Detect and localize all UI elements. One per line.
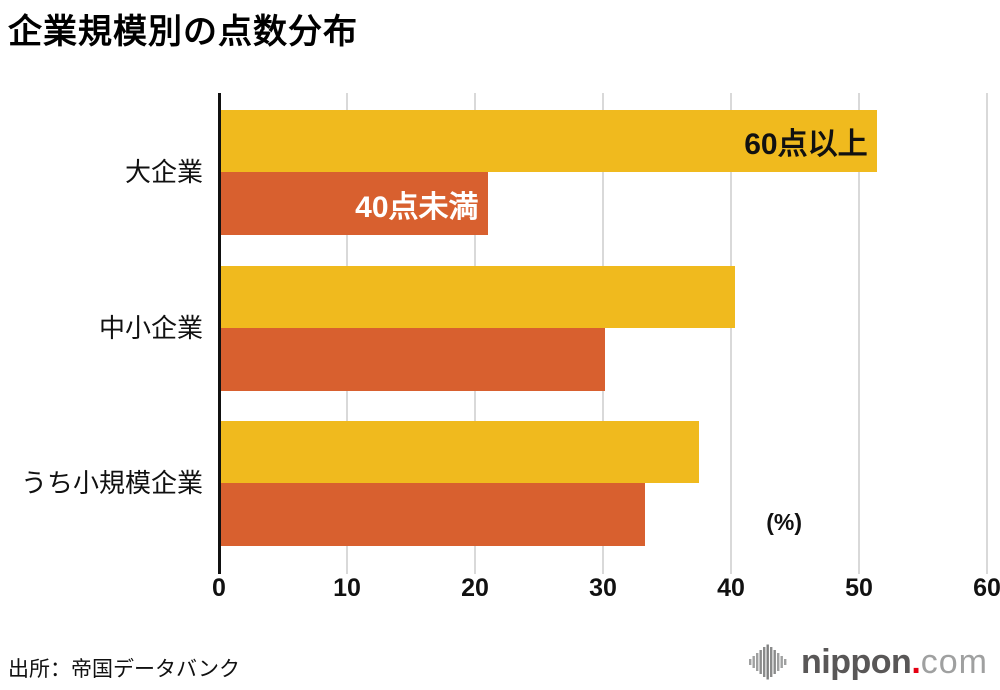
source-note: 出所：帝国データバンク: [8, 658, 241, 681]
chart-title: 企業規模別の点数分布: [8, 13, 358, 51]
logo-name: nippon: [801, 643, 912, 681]
category-label-中小企業: 中小企業: [98, 313, 203, 343]
bar-中小企業-40点未満: [220, 328, 606, 391]
bar-大企業-60点以上: 60点以上: [220, 110, 877, 172]
gridline-x-60: [986, 93, 988, 574]
x-axis-tick-label-60: 60: [973, 574, 1000, 602]
gridline-x-50: [858, 93, 860, 574]
category-label-うち小規模企業: うち小規模企業: [20, 468, 203, 498]
x-axis-unit-label: (%): [766, 509, 802, 535]
category-label-大企業: 大企業: [124, 157, 203, 187]
y-axis-line: [218, 93, 221, 574]
x-axis-tick-label-30: 30: [589, 574, 617, 602]
x-axis-tick-label-10: 10: [333, 574, 361, 602]
series-label-40点未満: 40点未満: [355, 190, 479, 224]
gridline-x-40: [730, 93, 732, 574]
logo-dot: .: [911, 643, 921, 681]
series-label-60点以上: 60点以上: [744, 128, 868, 161]
x-axis-tick-label-50: 50: [845, 574, 873, 602]
logo-tld: com: [920, 643, 988, 681]
bar-うち小規模企業-40点未満: [220, 483, 645, 546]
plot-area: 0 10 20 30 40 50 60 60点以上 40点未満: [212, 93, 1000, 602]
bar-大企業-40点未満: 40点未満: [220, 172, 488, 235]
x-axis-tick-label-0: 0: [212, 574, 226, 602]
nippon-logo-text: nippon.com: [801, 640, 988, 684]
x-axis-tick-label-20: 20: [461, 574, 489, 602]
soundwave-bars-icon: [749, 644, 787, 680]
category-axis: 大企業中小企業うち小規模企業: [0, 93, 207, 568]
bar-うち小規模企業-60点以上: [220, 421, 699, 483]
x-axis-tick-label-40: 40: [717, 574, 745, 602]
nippon-logo: nippon.com: [748, 640, 988, 684]
bar-中小企業-60点以上: [220, 266, 735, 328]
